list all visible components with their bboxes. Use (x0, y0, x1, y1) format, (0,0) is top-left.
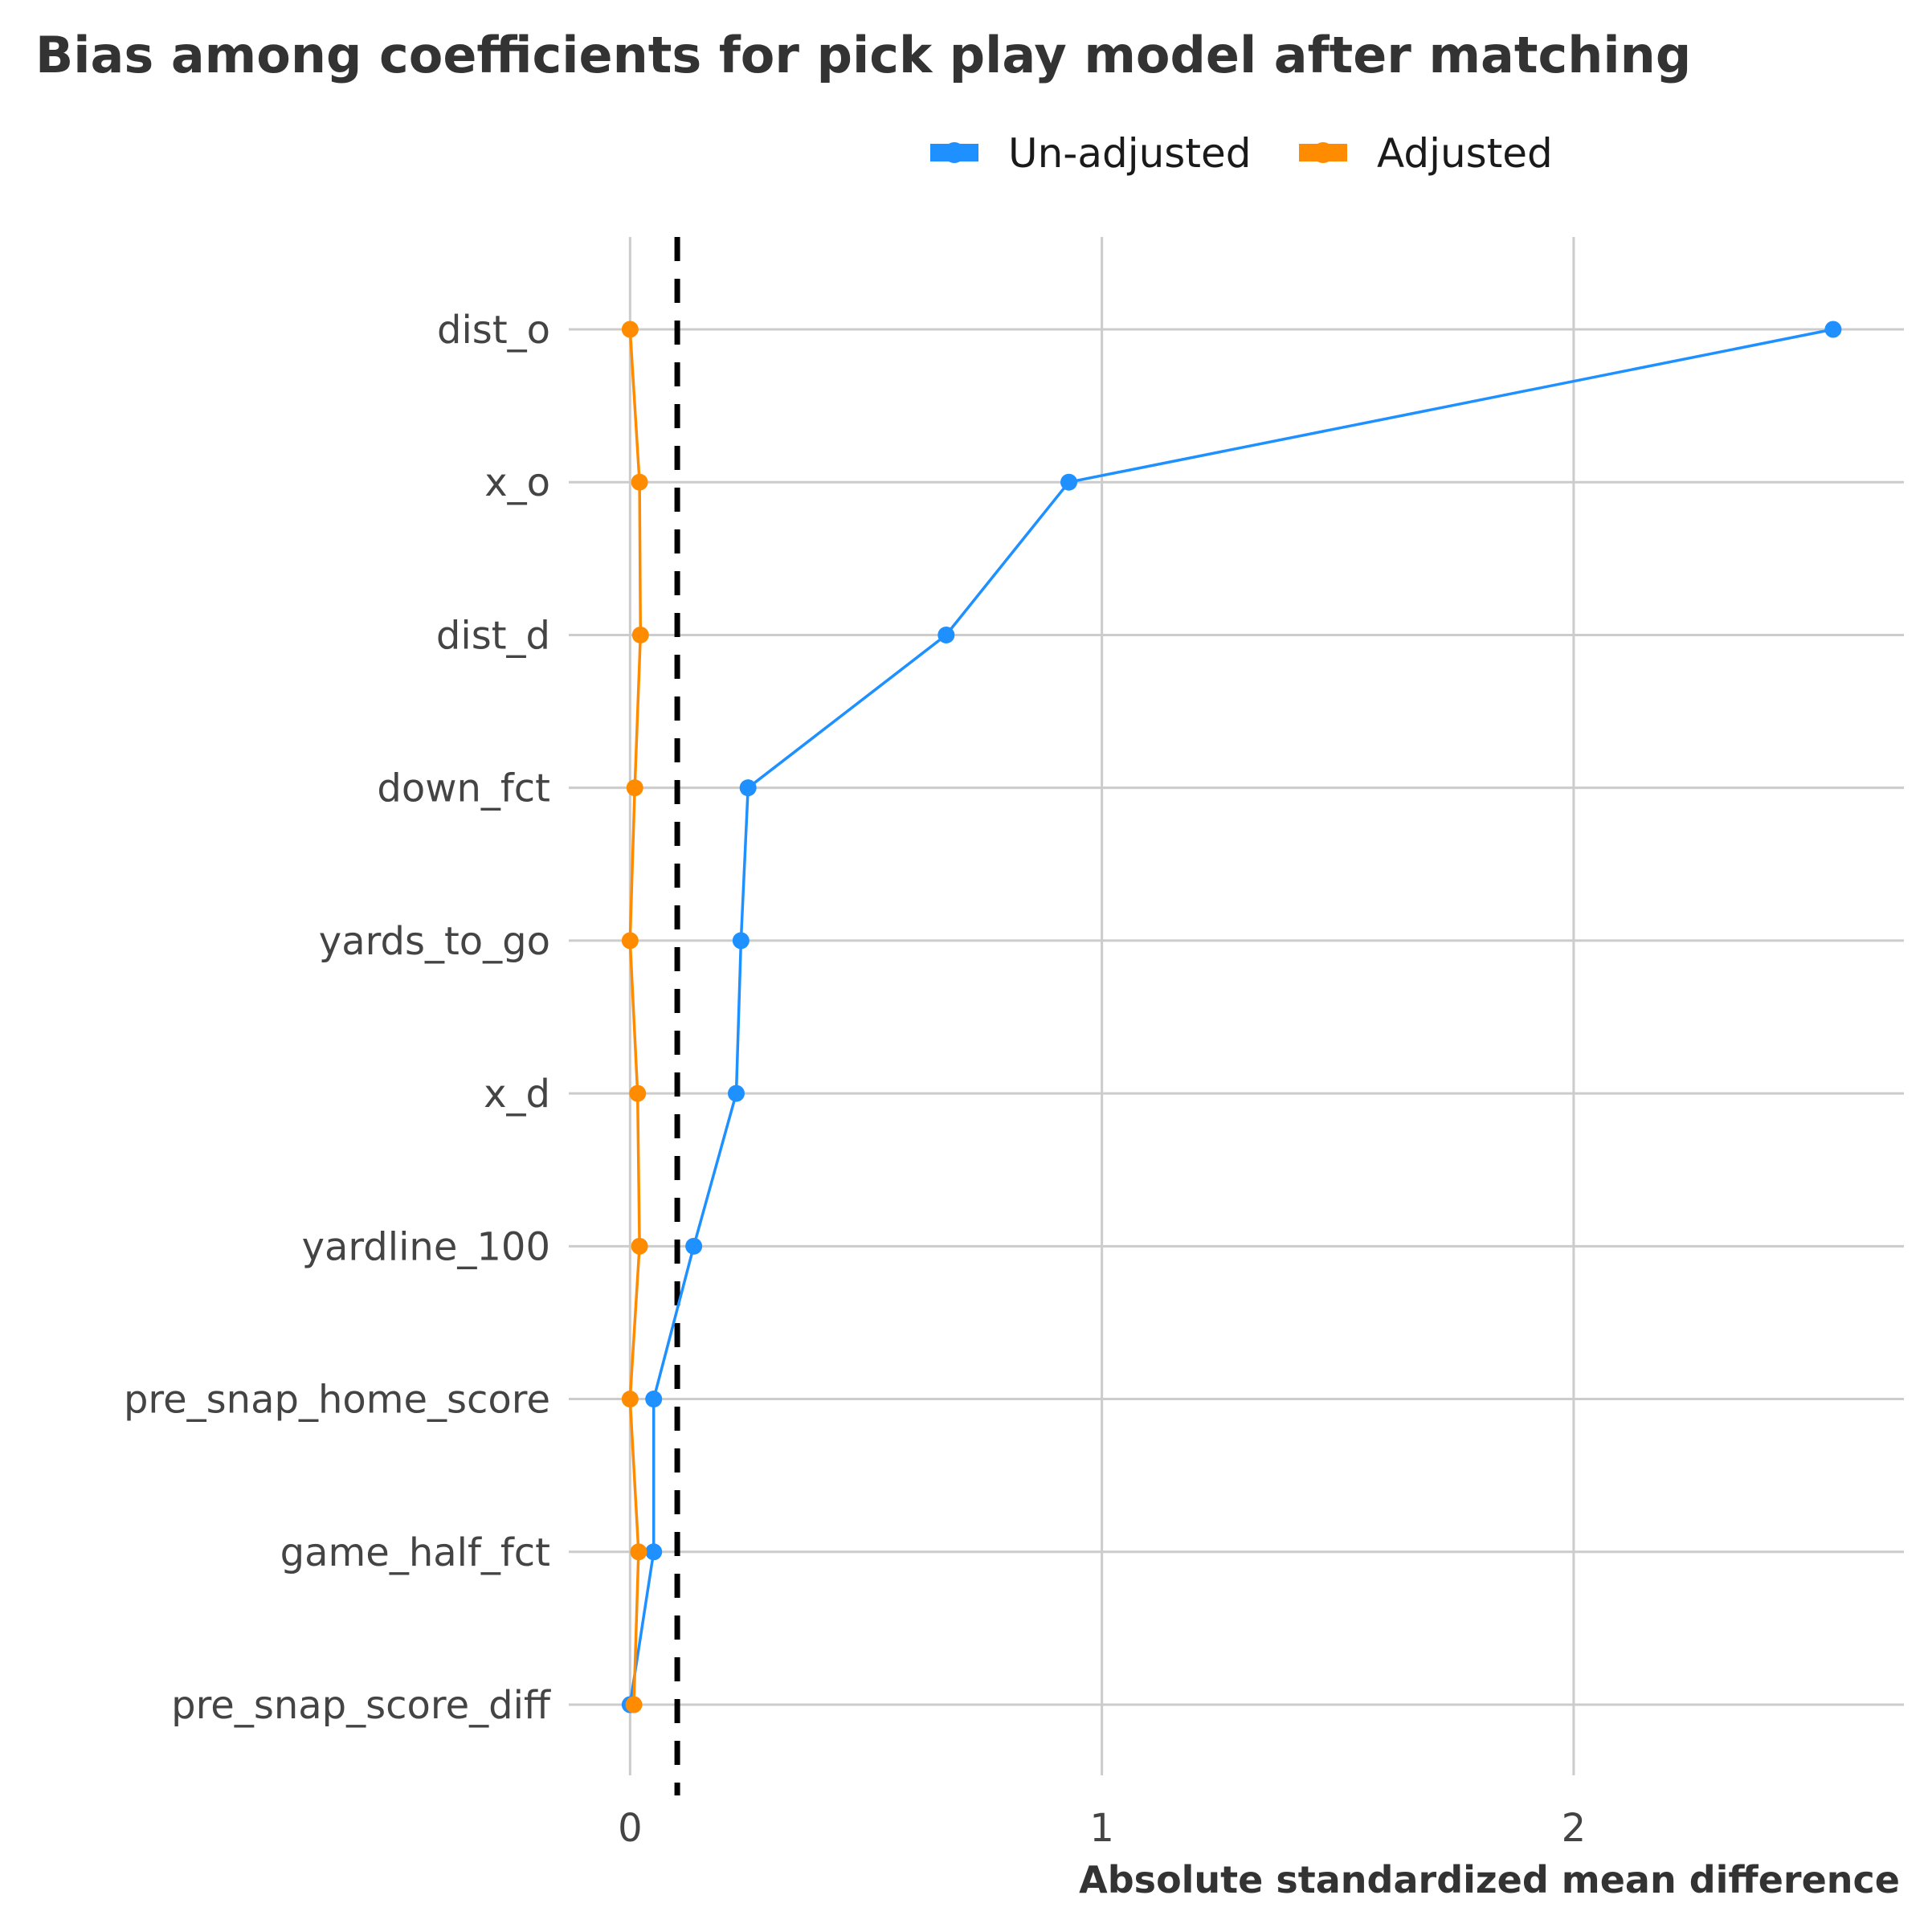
point-adjusted-pre-snap-home-score (621, 1391, 639, 1408)
point-un-adjusted-x-o (1060, 473, 1078, 491)
x-tick-label: 0 (618, 1806, 643, 1851)
legend: Un-adjusted Adjusted (930, 130, 1553, 177)
point-un-adjusted-x-d (727, 1084, 745, 1102)
point-adjusted-down-fct (626, 779, 643, 797)
point-un-adjusted-dist-o (1824, 321, 1842, 338)
legend-item-un-adjusted: Un-adjusted (930, 130, 1251, 177)
point-un-adjusted-game-half-fct (645, 1543, 663, 1561)
x-axis-title: Absolute standardized mean difference (1079, 1858, 1900, 1901)
y-tick-label: pre_snap_score_diff (171, 1683, 551, 1728)
point-un-adjusted-down-fct (739, 779, 757, 797)
series-line-un-adjusted (628, 328, 1834, 1705)
legend-item-adjusted: Adjusted (1299, 130, 1553, 177)
x-tick-label: 2 (1562, 1806, 1587, 1851)
y-tick-label: dist_d (436, 613, 550, 658)
legend-key-dot (944, 142, 965, 163)
y-tick-label: yards_to_go (319, 919, 550, 964)
y-tick-label: x_o (484, 460, 550, 505)
point-adjusted-x-o (631, 473, 648, 491)
y-tick-label: pre_snap_home_score (124, 1378, 550, 1423)
grid (569, 237, 1904, 1775)
y-axis-labels: dist_o x_o dist_d down_fct yards_to_go x_dyar… (124, 308, 551, 1728)
point-un-adjusted-dist-d (937, 626, 955, 643)
point-adjusted-yardline-100 (631, 1237, 648, 1255)
point-adjusted-dist-o (621, 321, 639, 338)
series-line-adjusted (628, 329, 643, 1705)
y-tick-label: dist_o (437, 308, 550, 353)
y-tick-label: yardline_100 (302, 1224, 550, 1269)
x-axis-labels: 0 1 2 (618, 1806, 1586, 1851)
point-un-adjusted-yards-to-go (732, 932, 750, 950)
legend-key-dot (1313, 142, 1334, 163)
y-tick-label: x_d (484, 1072, 550, 1117)
legend-label: Un-adjusted (1008, 130, 1251, 177)
chart-title: Bias among coefficients for pick play mo… (35, 26, 1691, 84)
x-tick-label: 1 (1089, 1806, 1114, 1851)
y-tick-label: down_fct (377, 766, 550, 811)
point-adjusted-dist-d (631, 626, 649, 643)
point-adjusted-x-d (629, 1084, 647, 1102)
point-adjusted-pre-snap-score-diff (625, 1696, 643, 1713)
series-layer (621, 321, 1842, 1713)
y-tick-label: game_half_fct (280, 1530, 550, 1575)
point-adjusted-yards-to-go (621, 932, 639, 950)
point-adjusted-game-half-fct (630, 1543, 647, 1561)
legend-label: Adjusted (1377, 130, 1553, 177)
point-un-adjusted-pre-snap-home-score (645, 1391, 663, 1408)
point-un-adjusted-yardline-100 (685, 1237, 703, 1255)
